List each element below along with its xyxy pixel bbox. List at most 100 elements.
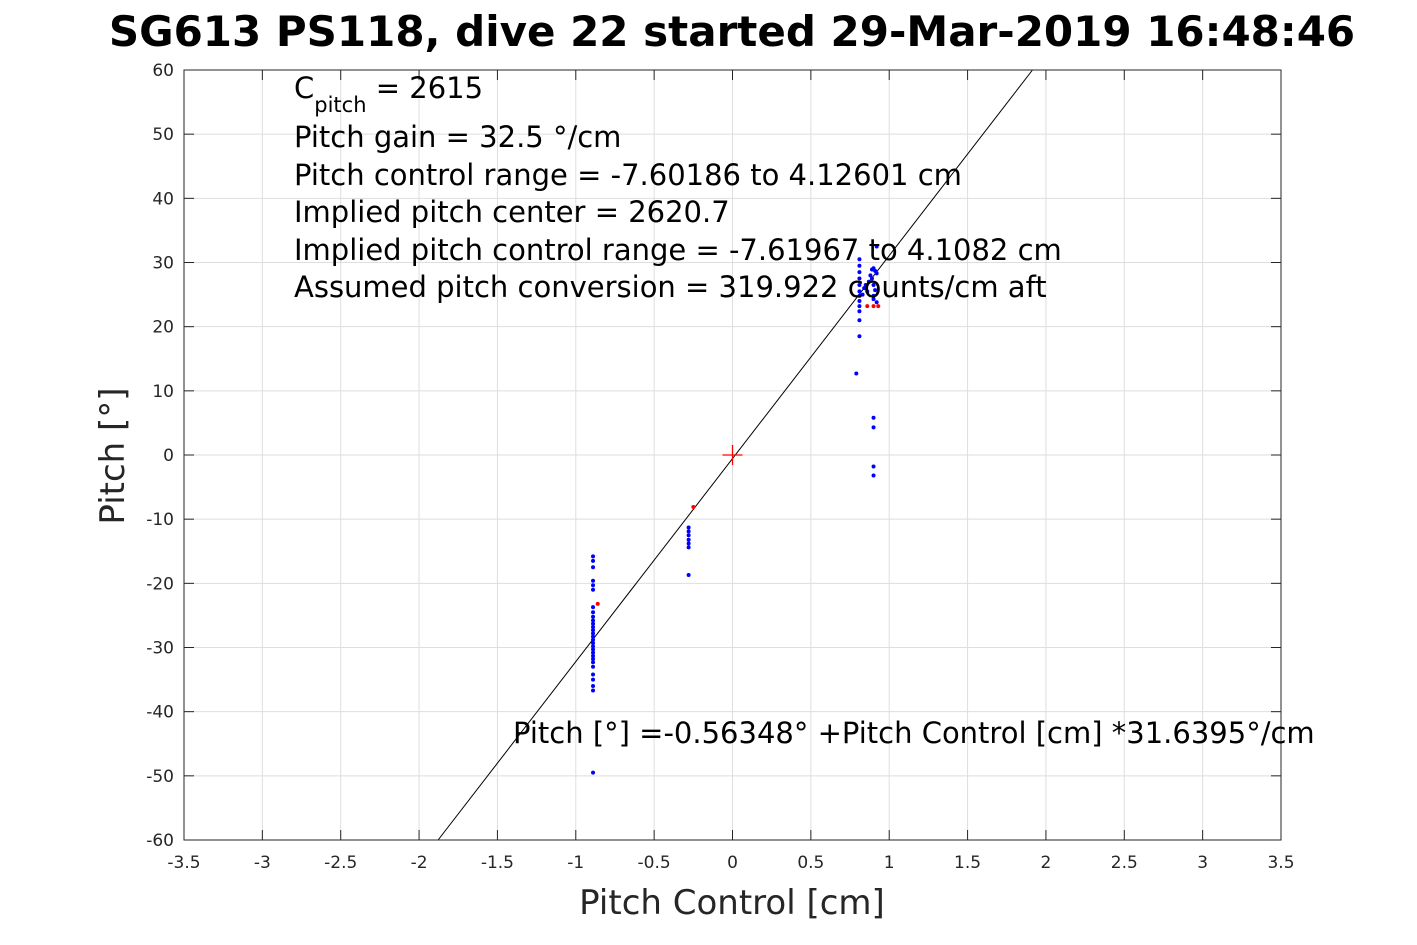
blue-data-point — [591, 677, 596, 682]
y-tick-label: -10 — [146, 510, 174, 530]
blue-data-point — [591, 558, 596, 563]
x-tick-label: -1 — [567, 853, 584, 873]
blue-data-point — [591, 587, 596, 592]
annotation-c-pitch-value: = 2615 — [367, 71, 484, 105]
red-data-point — [871, 304, 876, 309]
annotation-implied-pitch-range: Implied pitch control range = -7.61967 t… — [294, 233, 1062, 267]
blue-data-point — [871, 425, 876, 430]
annotation-pitch-control-range: Pitch control range = -7.60186 to 4.1260… — [294, 158, 962, 192]
y-tick-label: 60 — [152, 61, 174, 81]
blue-data-point — [591, 618, 596, 623]
annotation-implied-pitch-center: Implied pitch center = 2620.7 — [294, 195, 730, 229]
blue-data-point — [591, 610, 596, 615]
blue-data-point — [871, 297, 876, 302]
blue-data-point — [871, 473, 876, 478]
blue-data-point — [686, 533, 691, 538]
y-tick-label: -40 — [146, 703, 174, 723]
red-data-point — [865, 304, 870, 309]
x-tick-label: 0 — [727, 853, 738, 873]
blue-data-point — [869, 276, 874, 281]
blue-data-point — [591, 621, 596, 626]
y-tick-label: 10 — [152, 382, 174, 402]
blue-data-point — [873, 288, 878, 293]
blue-data-point — [591, 583, 596, 588]
blue-data-point — [591, 578, 596, 583]
blue-data-point — [857, 270, 862, 275]
y-tick-label: -30 — [146, 639, 174, 659]
red-data-point — [595, 601, 600, 606]
blue-data-point — [686, 572, 691, 577]
x-tick-label: -0.5 — [638, 853, 671, 873]
blue-data-point — [591, 657, 596, 662]
blue-data-point — [857, 318, 862, 323]
x-tick-label: 3 — [1197, 853, 1208, 873]
y-tick-labels: -60 -50 -40 -30 -20 -10 0 10 20 30 40 50 60 — [146, 61, 174, 851]
y-tick-label: -20 — [146, 574, 174, 594]
blue-data-point — [874, 300, 879, 305]
x-tick-label: 2 — [1041, 853, 1052, 873]
y-tick-label: -60 — [146, 831, 174, 851]
blue-data-point — [591, 770, 596, 775]
blue-data-point — [854, 371, 859, 376]
center-marker-layer — [722, 445, 743, 465]
blue-data-point — [874, 271, 879, 276]
blue-data-point — [871, 293, 876, 298]
blue-data-point — [866, 279, 871, 284]
annotation-pitch-conversion: Assumed pitch conversion = 319.922 count… — [294, 270, 1047, 304]
blue-data-point — [591, 605, 596, 610]
x-tick-label: 1 — [884, 853, 895, 873]
blue-data-point — [591, 664, 596, 669]
blue-data-point — [857, 334, 862, 339]
y-tick-label: -50 — [146, 767, 174, 787]
blue-data-point — [857, 304, 862, 309]
annotation-c-pitch-sub: pitch — [314, 93, 366, 117]
blue-data-point — [874, 244, 879, 249]
blue-data-point — [591, 641, 596, 646]
ticks — [183, 69, 1282, 841]
data-points-layer — [591, 244, 881, 775]
x-tick-label: 0.5 — [797, 853, 824, 873]
blue-data-point — [591, 565, 596, 570]
blue-data-point — [591, 650, 596, 655]
red-data-point — [691, 504, 696, 509]
x-tick-label: -3.5 — [167, 853, 200, 873]
blue-data-point — [857, 289, 862, 294]
chart-title: SG613 PS118, dive 22 started 29-Mar-2019… — [109, 7, 1355, 56]
blue-data-point — [591, 660, 596, 665]
annotation-fit-equation: Pitch [°] =-0.56348° +Pitch Control [cm]… — [513, 716, 1315, 750]
blue-data-point — [591, 637, 596, 642]
y-axis-label: Pitch [°] — [93, 387, 133, 524]
blue-data-point — [591, 628, 596, 633]
blue-data-point — [868, 273, 873, 278]
blue-data-point — [591, 624, 596, 629]
x-tick-label: -3 — [254, 853, 271, 873]
blue-data-point — [686, 545, 691, 550]
blue-data-point — [591, 647, 596, 652]
blue-data-point — [591, 684, 596, 688]
blue-data-point — [871, 282, 876, 287]
y-tick-label: 20 — [152, 318, 174, 338]
y-tick-label: 30 — [152, 254, 174, 274]
blue-data-point — [591, 653, 596, 658]
y-tick-label: 40 — [152, 189, 174, 209]
x-tick-label: -2 — [411, 853, 428, 873]
y-tick-label: 50 — [152, 125, 174, 145]
blue-data-point — [686, 525, 691, 530]
x-tick-label: -1.5 — [481, 853, 514, 873]
blue-data-point — [857, 293, 862, 298]
blue-data-point — [686, 537, 691, 542]
annotation-c-pitch-base: C — [294, 71, 314, 105]
blue-data-point — [591, 672, 596, 677]
blue-data-point — [871, 464, 876, 469]
blue-data-point — [591, 688, 596, 693]
blue-data-point — [591, 554, 596, 559]
blue-data-point — [865, 289, 870, 294]
blue-data-point — [857, 282, 862, 287]
blue-data-point — [591, 634, 596, 639]
blue-data-point — [591, 644, 596, 649]
blue-data-point — [857, 276, 862, 281]
blue-data-point — [857, 257, 862, 262]
blue-data-point — [862, 286, 867, 291]
x-tick-label: 1.5 — [954, 853, 981, 873]
